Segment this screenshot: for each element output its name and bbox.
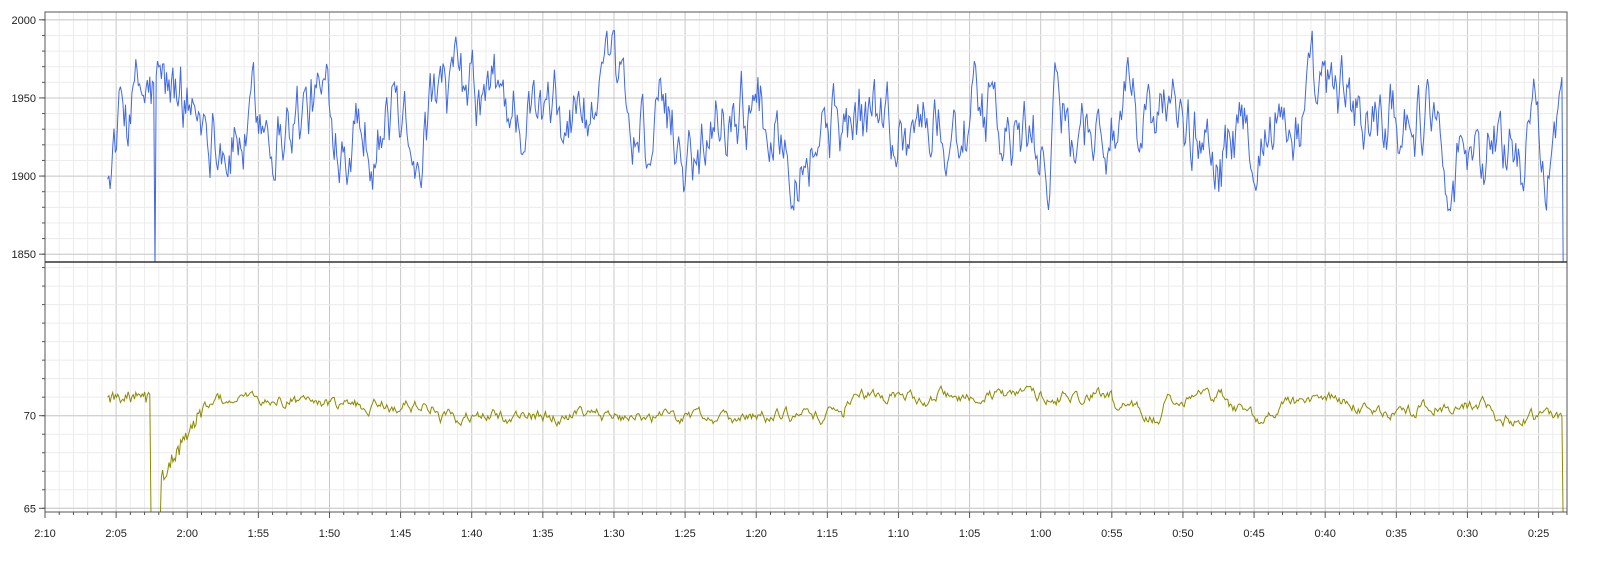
- x-tick-label: 0:30: [1457, 528, 1478, 540]
- x-tick-label: 0:45: [1243, 528, 1264, 540]
- top-y-tick-label: 1950: [12, 93, 36, 105]
- top-y-tick-label: 1850: [12, 249, 36, 261]
- x-tick-label: 1:10: [888, 528, 909, 540]
- x-tick-label: 1:15: [817, 528, 838, 540]
- bottom-panel-y-axis: 65 70: [24, 267, 45, 515]
- top-panel-grid: [44, 12, 1568, 262]
- x-tick-label: 0:35: [1386, 528, 1407, 540]
- top-y-tick-label: 1900: [12, 171, 36, 183]
- x-tick-label: 2:10: [34, 528, 55, 540]
- x-tick-label: 1:25: [674, 528, 695, 540]
- x-tick-label: 1:50: [319, 528, 340, 540]
- top-panel-y-axis: 1850 1900 1950 2000: [12, 15, 45, 261]
- x-tick-label: 1:00: [1030, 528, 1051, 540]
- top-series-line: [107, 30, 1564, 262]
- x-tick-label: 0:40: [1314, 528, 1335, 540]
- bottom-panel-grid: [44, 262, 1568, 512]
- x-axis: 2:10 2:05 2:00 1:55 1:50 1:45 1:40 1:35 1:30 1:25…: [34, 512, 1568, 540]
- x-tick-label: 1:05: [959, 528, 980, 540]
- x-tick-label: 0:25: [1528, 528, 1549, 540]
- panel-frames: [44, 11, 1568, 513]
- x-tick-label: 0:55: [1101, 528, 1122, 540]
- top-y-tick-label: 2000: [12, 15, 36, 27]
- x-tick-label: 0:50: [1172, 528, 1193, 540]
- x-tick-label: 1:40: [461, 528, 482, 540]
- x-tick-label: 1:35: [532, 528, 553, 540]
- x-tick-label: 2:05: [105, 528, 126, 540]
- bottom-panel-series: [107, 384, 1564, 512]
- x-tick-label: 2:00: [177, 528, 198, 540]
- top-panel-series: [107, 30, 1564, 262]
- bottom-series-line: [107, 384, 1564, 512]
- bottom-y-tick-label: 65: [24, 503, 36, 515]
- x-tick-label: 1:55: [248, 528, 269, 540]
- bottom-panel-frame: [44, 261, 1568, 513]
- x-tick-label: 1:20: [746, 528, 767, 540]
- top-panel-frame: [44, 11, 1568, 263]
- bottom-y-tick-label: 70: [24, 411, 36, 423]
- x-tick-label: 1:45: [390, 528, 411, 540]
- x-tick-label: 1:30: [603, 528, 624, 540]
